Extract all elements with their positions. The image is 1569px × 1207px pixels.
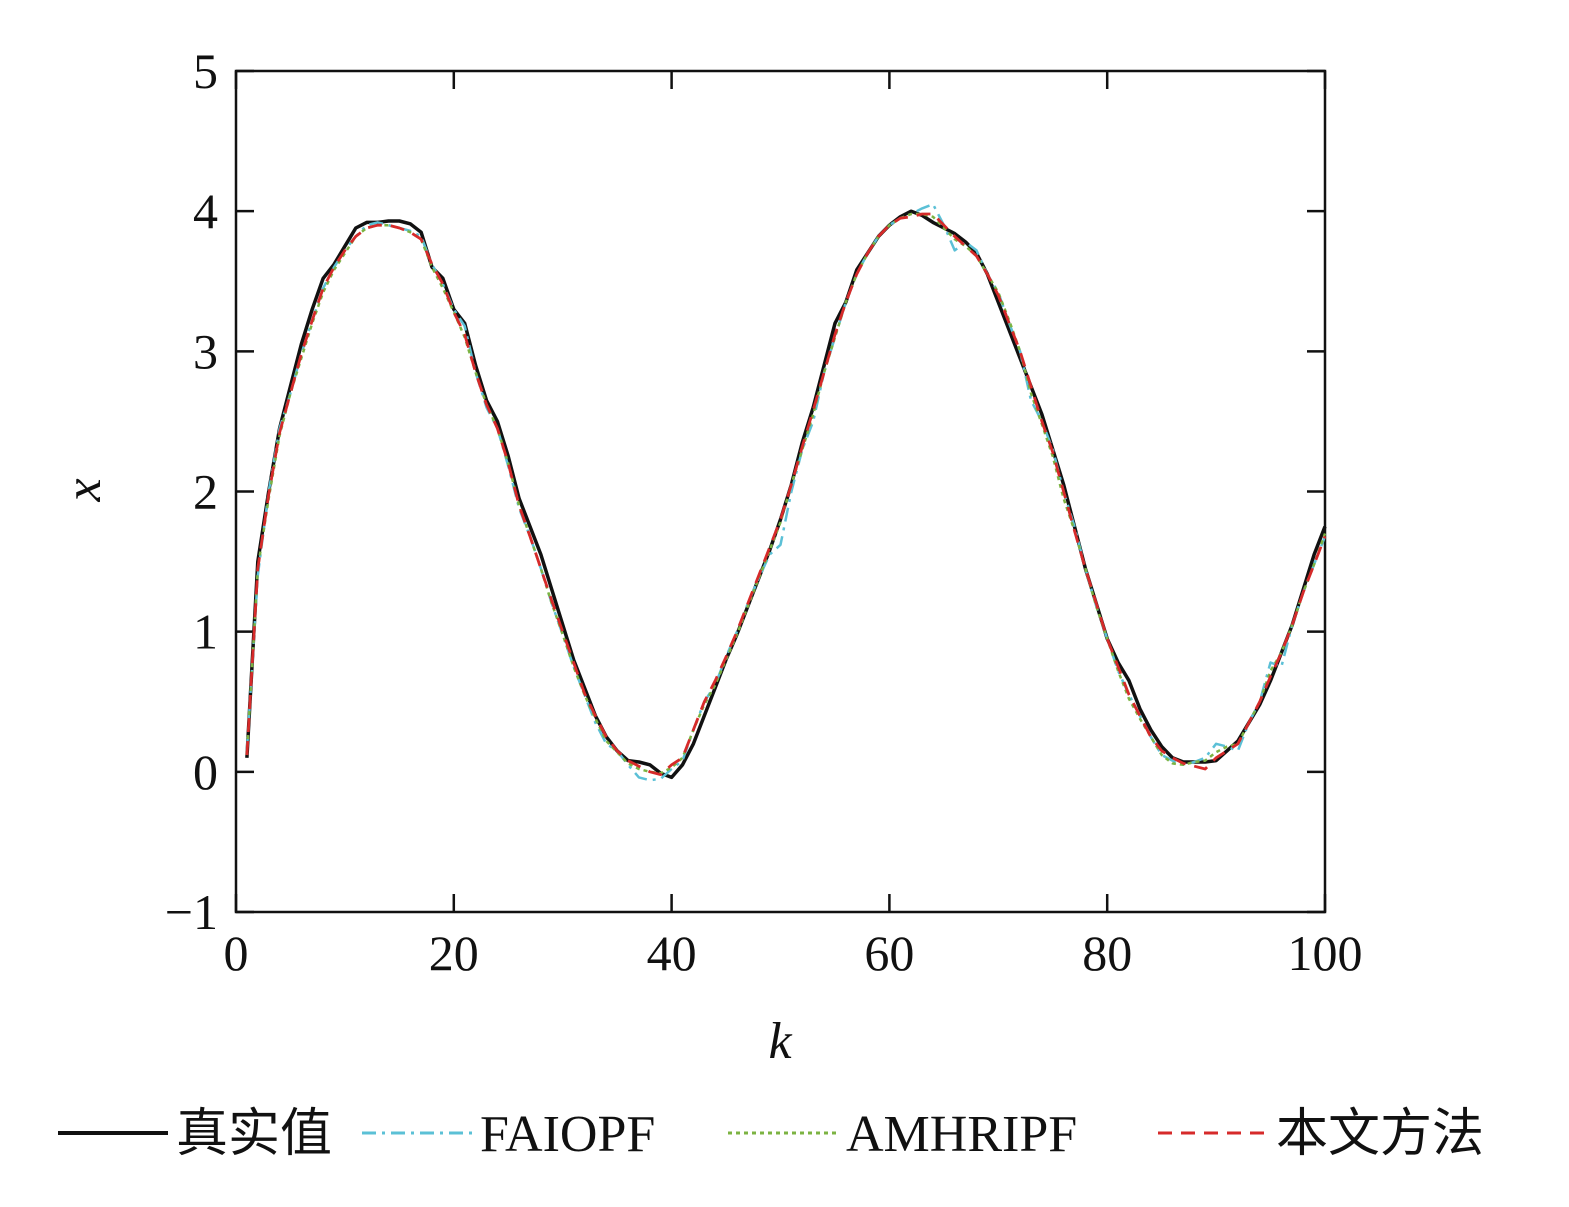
x-tick-label: 80 xyxy=(1082,925,1132,981)
y-tick-label: 2 xyxy=(193,464,218,520)
series-line-1 xyxy=(245,209,1327,780)
y-tick-label: 0 xyxy=(193,744,218,800)
legend-label-4: 本文方法 xyxy=(1276,1106,1484,1163)
legend-label-3: AMHRIPF xyxy=(846,1106,1077,1163)
x-tick-label: 0 xyxy=(224,925,249,981)
series-line-4 xyxy=(245,212,1327,776)
plot-frame xyxy=(234,69,1327,914)
x-tick-label: 100 xyxy=(1288,925,1363,981)
x-tick-label: 20 xyxy=(429,925,479,981)
y-tick-label: 1 xyxy=(193,604,218,660)
legend-label-2: FAIOPF xyxy=(480,1106,655,1163)
y-tick-label: 3 xyxy=(193,323,218,379)
y-tick-label: 4 xyxy=(193,183,218,239)
series-line-2 xyxy=(245,202,1327,782)
series-line-3 xyxy=(245,212,1327,775)
y-tick-label: 5 xyxy=(193,43,218,99)
x-axis-title: k xyxy=(768,1013,792,1070)
y-tick-label: −1 xyxy=(165,884,218,940)
axis-ticks xyxy=(234,69,1327,914)
series-lines xyxy=(245,202,1327,782)
legend: 真实值 FAIOPF AMHRIPF 本文方法 xyxy=(58,1106,1484,1163)
legend-label-1: 真实值 xyxy=(176,1106,332,1163)
x-tick-label: 60 xyxy=(864,925,914,981)
x-tick-label: 40 xyxy=(647,925,697,981)
y-axis-title: x xyxy=(55,478,112,502)
